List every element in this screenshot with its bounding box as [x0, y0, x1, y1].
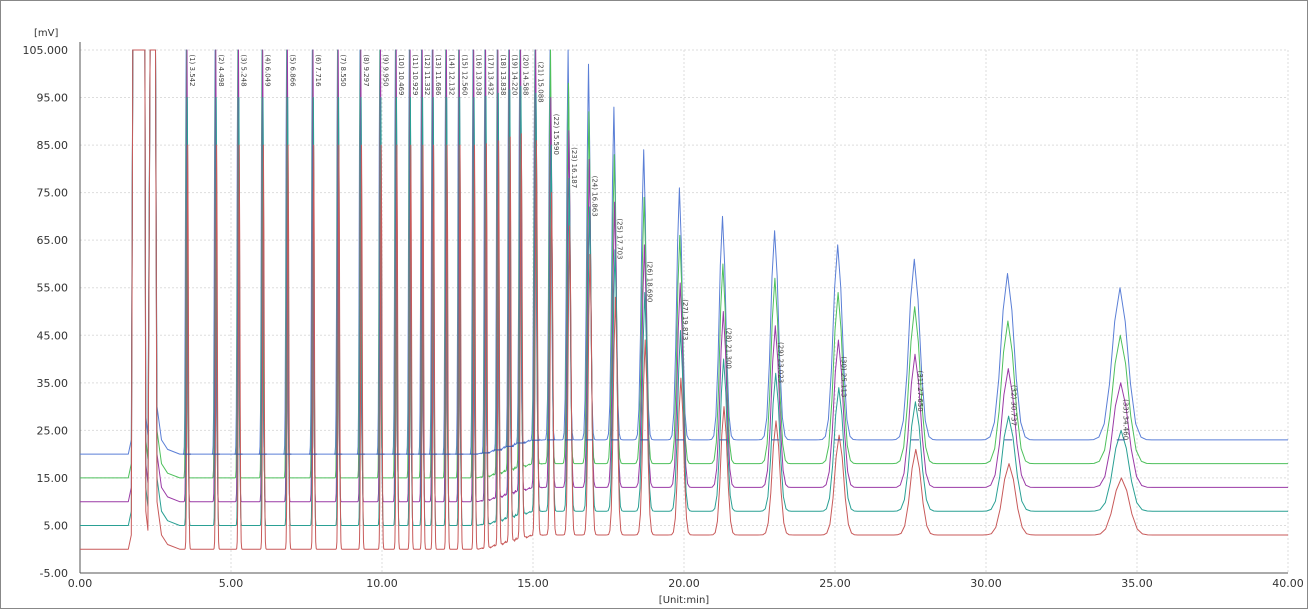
peak-label: (9) 9.950 — [381, 54, 389, 86]
peak-label: (32) 30.737 — [1009, 385, 1017, 426]
peak-label: (25) 17.703 — [616, 218, 624, 259]
peak-label: (20) 14.588 — [522, 54, 530, 95]
peak-label: (16) 13.038 — [475, 54, 483, 95]
x-tick-label: 40.00 — [1272, 577, 1304, 590]
peak-label-layer: (1) 3.542 (2) 4.498 (3) 5.248 (4) 6.049 (5) … — [182, 54, 1130, 455]
y-tick-label: 45.00 — [37, 329, 69, 342]
x-tick-label: 25.00 — [819, 577, 851, 590]
x-tick-label: 0.00 — [68, 577, 93, 590]
peak-label: (21) 15.088 — [537, 62, 545, 103]
peak-label: (30) 25.113 — [839, 356, 847, 397]
y-tick-label: 35.00 — [37, 377, 69, 390]
y-tick-label: 85.00 — [37, 139, 69, 152]
peak-label: (8) 9.297 — [362, 54, 370, 86]
y-tick-label: 25.00 — [37, 424, 69, 437]
y-tick-label: 95.00 — [37, 92, 69, 105]
peak-label: (22) 15.590 — [552, 114, 560, 155]
peak-label: (23) 16.187 — [570, 147, 578, 188]
y-tick-label: 75.00 — [37, 187, 69, 200]
y-tick-label: 65.00 — [37, 234, 69, 247]
x-tick-label: 15.00 — [517, 577, 549, 590]
peak-label: (18) 13.838 — [499, 54, 507, 95]
peak-label: (13) 11.686 — [434, 54, 442, 96]
peak-label: (12) 11.332 — [423, 54, 431, 95]
peak-label: (11) 10.929 — [411, 54, 419, 95]
peak-label: (27) 19.873 — [681, 299, 689, 340]
peak-label: (10) 10.469 — [397, 54, 405, 95]
peak-label: (24) 16.863 — [590, 176, 598, 217]
x-tick-label: 10.00 — [366, 577, 398, 590]
x-tick-label: 20.00 — [668, 577, 700, 590]
y-tick-label: 5.00 — [44, 519, 69, 532]
peak-label: (1) 3.542 — [188, 54, 196, 86]
x-tick-label: 35.00 — [1121, 577, 1153, 590]
axis-layer: 105.000 95.00 85.00 75.00 65.00 55.00 45.00 35.… — [23, 42, 1304, 590]
y-tick-label: 105.000 — [23, 44, 69, 57]
y-tick-label: -5.00 — [40, 567, 68, 580]
y-tick-label: 55.00 — [37, 282, 69, 295]
peak-label: (6) 7.716 — [314, 54, 322, 87]
x-tick-label: 5.00 — [219, 577, 244, 590]
peak-label: (26) 18.690 — [645, 261, 653, 302]
y-tick-label: 15.00 — [37, 472, 69, 485]
peak-label: (33) 34.460 — [1122, 399, 1130, 440]
peak-label: (15) 12.560 — [460, 54, 468, 95]
peak-label: (17) 13.432 — [487, 54, 495, 95]
trace-teal — [80, 49, 1288, 526]
peak-label: (7) 8.550 — [339, 54, 347, 86]
x-tick-label: 30.00 — [970, 577, 1002, 590]
x-axis-title: [Unit:min] — [659, 595, 709, 606]
peak-label: (3) 5.248 — [239, 54, 247, 86]
peak-label: (2) 4.498 — [217, 54, 225, 86]
peak-label: (28) 21.300 — [724, 328, 732, 369]
peak-label: (4) 6.049 — [264, 54, 272, 86]
peak-label: (5) 6.866 — [288, 54, 296, 87]
peak-label: (31) 27.650 — [916, 371, 924, 412]
peak-label: (19) 14.220 — [510, 54, 518, 95]
peak-label: (29) 23.023 — [776, 342, 784, 383]
y-axis-title: [mV] — [34, 28, 58, 39]
peak-label: (14) 12.132 — [447, 54, 455, 95]
